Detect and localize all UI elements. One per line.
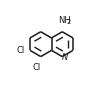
Text: N: N bbox=[61, 53, 68, 62]
Text: Cl: Cl bbox=[32, 63, 40, 72]
Text: NH: NH bbox=[58, 16, 70, 25]
Text: Cl: Cl bbox=[17, 46, 25, 55]
Text: 2: 2 bbox=[66, 19, 71, 25]
